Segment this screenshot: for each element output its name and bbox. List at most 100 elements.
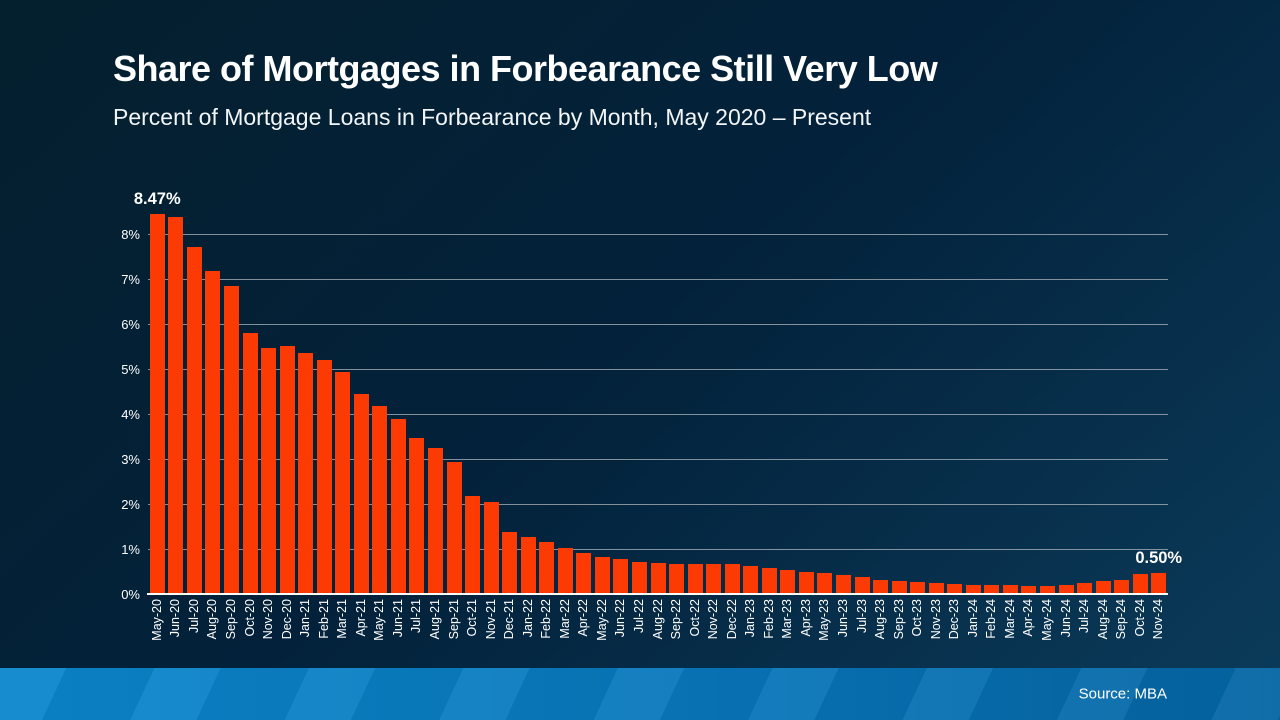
bar-slot xyxy=(816,200,835,595)
x-axis-label-slot: Dec-23 xyxy=(946,599,965,671)
x-axis-label: Oct-24 xyxy=(1132,599,1147,637)
gridline xyxy=(148,369,1168,370)
plot-area: 8.47% 0.50% xyxy=(134,190,1182,595)
bar-slot xyxy=(1131,200,1150,595)
x-axis-label: Apr-23 xyxy=(798,599,813,637)
y-axis-label: 6% xyxy=(121,317,140,332)
bar xyxy=(205,270,221,595)
y-axis-label: 4% xyxy=(121,407,140,422)
bar xyxy=(1114,579,1130,595)
x-axis-label: May-21 xyxy=(372,599,387,641)
x-axis-label: Nov-21 xyxy=(483,599,498,640)
x-axis-label: Jan-23 xyxy=(743,599,758,638)
bar-slot xyxy=(167,200,186,595)
x-axis-label: Sep-24 xyxy=(1114,599,1129,640)
x-axis-label: Apr-22 xyxy=(576,599,591,637)
bar xyxy=(965,585,981,595)
gridline xyxy=(148,234,1168,235)
bar-slot xyxy=(482,200,501,595)
y-axis-label: 7% xyxy=(121,272,140,287)
x-axis-label-slot: Jul-24 xyxy=(1075,599,1094,671)
x-axis-label-slot: Nov-23 xyxy=(927,599,946,671)
x-axis-label: Nov-23 xyxy=(928,599,943,640)
bar-slot xyxy=(352,200,371,595)
x-axis-label: Jan-21 xyxy=(298,599,313,638)
gridline xyxy=(148,459,1168,460)
x-axis-label-slot: Aug-23 xyxy=(871,599,890,671)
x-axis-label-slot: May-23 xyxy=(816,599,835,671)
x-axis-label: Mar-24 xyxy=(1002,599,1017,639)
bar-slot xyxy=(927,200,946,595)
x-axis-label-slot: Jun-22 xyxy=(612,599,631,671)
bar-slot xyxy=(760,200,779,595)
x-axis-label-slot: May-20 xyxy=(148,599,167,671)
bar xyxy=(261,348,277,595)
bar-slot xyxy=(612,200,631,595)
bar-slot xyxy=(426,200,445,595)
x-axis-label-slot: May-24 xyxy=(1038,599,1057,671)
y-axis-label: 3% xyxy=(121,452,140,467)
y-axis-label: 5% xyxy=(121,362,140,377)
bar-slot xyxy=(779,200,798,595)
bar xyxy=(836,575,852,595)
y-axis-labels: 0% 1% 2% 3% 4% 5% 6% 7% 8% xyxy=(0,200,140,602)
source-text: Source: MBA xyxy=(1078,685,1167,703)
x-axis-label-slot: Oct-21 xyxy=(463,599,482,671)
bar-slot xyxy=(723,200,742,595)
x-axis-label: Aug-20 xyxy=(205,599,220,640)
x-axis-label-slot: Apr-24 xyxy=(1020,599,1039,671)
y-axis-label: 1% xyxy=(121,542,140,557)
x-axis-label-slot: Jan-22 xyxy=(519,599,538,671)
bar xyxy=(446,461,462,595)
x-axis-label: Jul-22 xyxy=(631,599,646,634)
x-axis-label: Dec-23 xyxy=(947,599,962,640)
x-axis-label-slot: Aug-20 xyxy=(204,599,223,671)
bar xyxy=(631,561,647,595)
x-axis-label: Feb-22 xyxy=(539,599,554,639)
x-axis-label: Dec-21 xyxy=(502,599,517,640)
gridline xyxy=(148,504,1168,505)
bar xyxy=(242,332,258,595)
x-axis-label: Nov-22 xyxy=(706,599,721,640)
bar xyxy=(279,346,295,595)
x-axis-label-slot: Mar-24 xyxy=(1001,599,1020,671)
x-axis-label-slot: Jun-24 xyxy=(1057,599,1076,671)
bar xyxy=(483,502,499,595)
bar xyxy=(594,556,610,595)
x-axis-label: Aug-23 xyxy=(873,599,888,640)
x-axis-label-slot: Feb-22 xyxy=(537,599,556,671)
bar-slot xyxy=(259,200,278,595)
bar xyxy=(650,562,666,595)
x-axis-label: Feb-24 xyxy=(984,599,999,639)
bar xyxy=(316,360,332,595)
bar xyxy=(576,552,592,595)
x-axis-label-slot: Dec-22 xyxy=(723,599,742,671)
bar-slot xyxy=(983,200,1002,595)
x-axis-label: Nov-24 xyxy=(1151,599,1166,640)
x-axis-label-slot: Jul-23 xyxy=(853,599,872,671)
x-axis-label-slot: Oct-22 xyxy=(686,599,705,671)
bar xyxy=(1095,581,1111,595)
x-axis-label-slot: Jun-23 xyxy=(834,599,853,671)
bar xyxy=(928,583,944,595)
x-axis-label-slot: Jul-22 xyxy=(630,599,649,671)
bar-slot xyxy=(185,200,204,595)
gridline xyxy=(148,414,1168,415)
bar xyxy=(706,563,722,595)
x-axis-label-slot: Aug-22 xyxy=(649,599,668,671)
bar xyxy=(465,495,481,595)
bar xyxy=(798,572,814,595)
x-axis-label-slot: Nov-22 xyxy=(704,599,723,671)
x-axis-label: Jan-24 xyxy=(965,599,980,638)
x-axis-label-slot: May-21 xyxy=(371,599,390,671)
bar-slot xyxy=(1038,200,1057,595)
bar xyxy=(669,563,685,595)
bar xyxy=(854,577,870,595)
y-axis-label: 2% xyxy=(121,497,140,512)
bar-slot xyxy=(537,200,556,595)
y-axis-label: 0% xyxy=(121,587,140,602)
x-axis-label-slot: Apr-22 xyxy=(575,599,594,671)
x-axis-label-slot: Aug-21 xyxy=(426,599,445,671)
chart-subtitle: Percent of Mortgage Loans in Forbearance… xyxy=(113,104,872,130)
x-axis-label-slot: Sep-22 xyxy=(667,599,686,671)
